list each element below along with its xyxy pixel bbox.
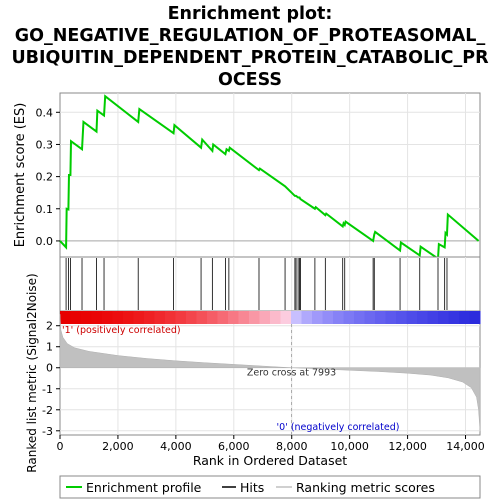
color-bar-segment <box>427 311 439 324</box>
hits-grid <box>117 257 467 311</box>
title-line-3: UBIQUITIN_DEPENDENT_PROTEIN_CATABOLIC_PR <box>11 48 489 68</box>
enrichment-profile-line <box>59 94 480 261</box>
legend: Enrichment profile Hits Ranking metric s… <box>59 475 481 499</box>
color-bar-segment <box>228 311 239 324</box>
metric-y-axis-label: Ranked list metric (Signal2Noise) <box>25 273 39 472</box>
x-tick-label: 14,000 <box>446 440 485 453</box>
color-bar-segment <box>270 311 281 324</box>
color-bar-segment <box>312 311 323 324</box>
metric-tick-label: 2 <box>46 320 53 333</box>
color-bar-segment <box>70 311 82 324</box>
color-bar-segment <box>469 311 481 324</box>
color-bar-segment <box>81 311 92 324</box>
color-bar-segment <box>207 311 218 324</box>
chart-title: Enrichment plot: GO_NEGATIVE_REGULATION_… <box>11 4 489 90</box>
rank-color-bar <box>60 311 481 324</box>
negative-class-label: '0' (negatively correlated) <box>277 422 400 433</box>
es-panel: 0.0 0.1 0.2 0.3 0.4 <box>36 92 481 261</box>
metric-y-ticks: -3 -2 -1 0 1 2 <box>42 320 60 438</box>
legend-frame <box>59 475 481 499</box>
color-bar-segment <box>102 311 113 324</box>
color-bar-segment <box>186 311 197 324</box>
x-axis-label: Rank in Ordered Dataset <box>193 453 347 468</box>
metric-tick-label: -2 <box>42 404 53 417</box>
color-bar-segment <box>280 311 292 324</box>
x-tick-label: 6,000 <box>218 440 250 453</box>
color-bar-segment <box>133 311 145 324</box>
color-bar-segment <box>375 311 386 324</box>
x-axis-ticks: 0 2,000 4,000 6,000 8,000 10,000 12,000 14,000 <box>57 435 485 453</box>
color-bar-segment <box>154 311 166 324</box>
color-bar-segment <box>165 311 176 324</box>
x-tick-label: 12,000 <box>388 440 427 453</box>
x-tick-label: 10,000 <box>330 440 369 453</box>
color-bar-segment <box>448 311 460 324</box>
metric-tick-label: -3 <box>42 425 53 438</box>
x-tick-label: 0 <box>57 440 64 453</box>
color-bar-segment <box>291 311 302 324</box>
es-tick-label: 0.1 <box>36 203 54 216</box>
positive-class-label: '1' (positively correlated) <box>62 325 181 336</box>
color-bar-segment <box>322 311 334 324</box>
metric-tick-label: -1 <box>42 383 53 396</box>
title-line-1: Enrichment plot: <box>168 4 333 24</box>
es-tick-label: 0.3 <box>36 138 54 151</box>
color-bar-segment <box>91 311 103 324</box>
color-bar-segment <box>60 311 71 324</box>
color-bar-segment <box>196 311 208 324</box>
es-tick-label: 0.0 <box>36 235 54 248</box>
color-bar-segment <box>438 311 449 324</box>
es-y-ticks: 0.0 0.1 0.2 0.3 0.4 <box>36 106 60 248</box>
es-tick-label: 0.2 <box>36 171 54 184</box>
legend-label-enrichment: Enrichment profile <box>86 480 202 495</box>
es-y-axis-label: Enrichment score (ES) <box>13 103 28 248</box>
color-bar-segment <box>301 311 313 324</box>
x-tick-label: 2,000 <box>102 440 134 453</box>
color-bar-segment <box>406 311 418 324</box>
color-bar-segment <box>144 311 155 324</box>
color-bar-segment <box>333 311 344 324</box>
color-bar-segment <box>364 311 376 324</box>
x-tick-label: 8,000 <box>276 440 308 453</box>
hit-markers <box>65 258 448 310</box>
title-line-2: GO_NEGATIVE_REGULATION_OF_PROTEASOMAL_ <box>15 26 486 46</box>
metric-panel: Zero cross at 7993 '1' (positively corre… <box>42 310 481 438</box>
color-bar-segment <box>175 311 187 324</box>
es-tick-label: 0.4 <box>36 106 54 119</box>
legend-label-hits: Hits <box>240 480 264 495</box>
color-bar-segment <box>112 311 124 324</box>
color-bar-segment <box>396 311 407 324</box>
hits-panel <box>59 256 481 312</box>
legend-label-ranking: Ranking metric scores <box>296 480 435 495</box>
color-bar-segment <box>123 311 134 324</box>
color-bar-segment <box>385 311 397 324</box>
color-bar-segment <box>459 311 470 324</box>
title-line-4: OCESS <box>218 70 282 90</box>
color-bar-segment <box>238 311 250 324</box>
metric-tick-label: 0 <box>46 362 53 375</box>
x-tick-label: 4,000 <box>160 440 192 453</box>
zero-cross-label: Zero cross at 7993 <box>247 368 336 379</box>
color-bar-segment <box>259 311 271 324</box>
color-bar-segment <box>354 311 365 324</box>
hits-panel-frame <box>59 256 481 312</box>
color-bar-segment <box>217 311 229 324</box>
color-bar-segment <box>417 311 428 324</box>
color-bar-segment <box>343 311 355 324</box>
color-bar-segment <box>249 311 260 324</box>
metric-tick-label: 1 <box>46 341 53 354</box>
